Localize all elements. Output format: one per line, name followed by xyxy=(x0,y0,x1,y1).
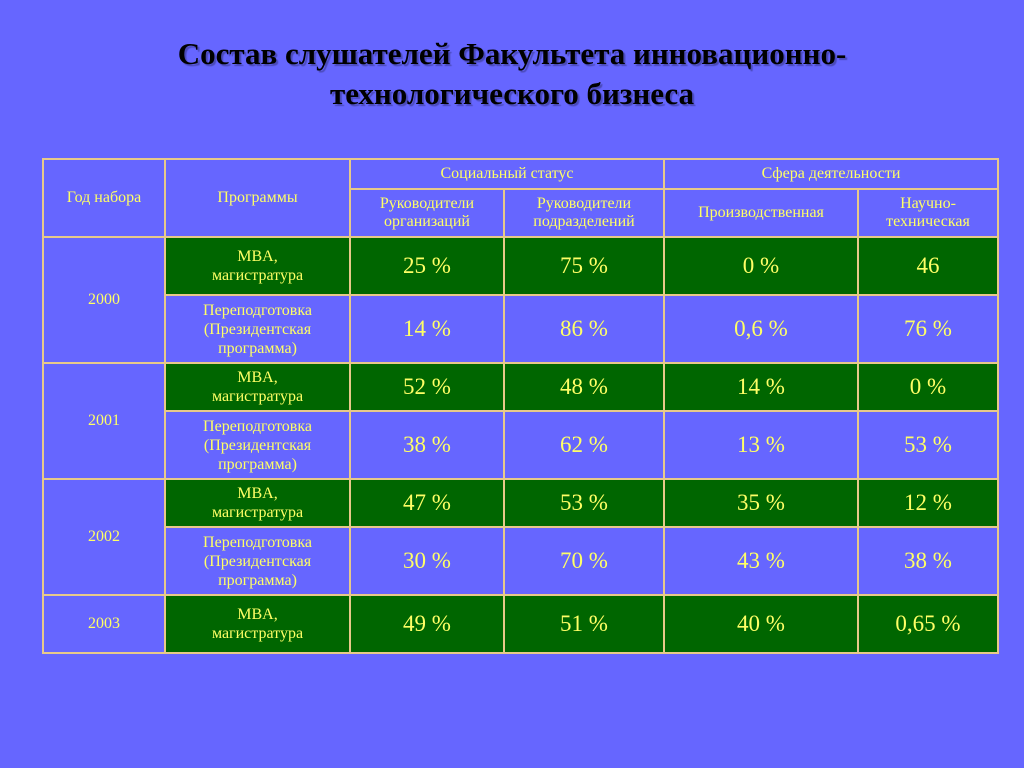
header-heads-dept-line2: подразделений xyxy=(533,213,635,230)
program-cell: Переподготовка (Президентская программа) xyxy=(164,410,351,480)
header-sci-tech-line1: Научно- xyxy=(900,195,956,212)
title-line-2: технологического бизнеса xyxy=(330,76,694,111)
header-heads-org-line2: организаций xyxy=(384,213,470,230)
program-cell: Переподготовка (Президентская программа) xyxy=(164,294,351,364)
table-row: 2002 MBA, магистратура 47 % 53 % 35 % 12… xyxy=(42,478,999,596)
value-cell: 48 % xyxy=(503,362,665,412)
table-row: Переподготовка (Президентская программа)… xyxy=(43,294,999,364)
header-programs: Программы xyxy=(164,158,351,238)
program-line: магистратура xyxy=(211,504,304,521)
program-line: магистратура xyxy=(211,388,304,405)
program-line: программа) xyxy=(218,571,297,589)
header-production: Производственная xyxy=(663,188,859,238)
value-cell: 75 % xyxy=(503,236,665,296)
program-cell: Переподготовка (Президентская программа) xyxy=(164,526,351,596)
header-row-2: Руководители организаций Руководители по… xyxy=(43,188,999,238)
value-cell: 25 % xyxy=(349,236,505,296)
program-line: Переподготовка xyxy=(203,417,312,435)
year-cell: 2002 xyxy=(42,478,166,596)
value-cell: 52 % xyxy=(349,362,505,412)
header-sphere: Сфера деятельности xyxy=(663,158,999,190)
value-cell: 13 % xyxy=(663,410,859,480)
value-cell: 0 % xyxy=(857,362,999,412)
value-cell: 38 % xyxy=(857,526,999,596)
value-cell: 53 % xyxy=(503,478,665,528)
value-cell: 0 % xyxy=(663,236,859,296)
program-line: (Президентская xyxy=(203,436,312,454)
value-cell: 86 % xyxy=(503,294,665,364)
program-line: магистратура xyxy=(211,267,304,284)
program-line: программа) xyxy=(218,455,297,473)
header-social-status: Социальный статус xyxy=(349,158,665,190)
enrollment-table: Год набора Программы Социальный статус С… xyxy=(42,158,999,654)
header-heads-org: Руководители организаций xyxy=(349,188,505,238)
program-line: MBA, xyxy=(237,606,278,623)
value-cell: 53 % xyxy=(857,410,999,480)
program-line: Переподготовка xyxy=(203,533,312,551)
title-line-1: Состав слушателей Факультета инновационн… xyxy=(177,36,847,71)
table-row: Переподготовка (Президентская программа)… xyxy=(43,526,999,596)
year-cell: 2003 xyxy=(42,594,166,654)
header-heads-dept: Руководители подразделений xyxy=(503,188,665,238)
program-line: магистратура xyxy=(211,625,304,642)
program-line: программа) xyxy=(218,339,297,357)
value-cell: 43 % xyxy=(663,526,859,596)
program-cell: MBA, магистратура xyxy=(164,594,351,654)
header-heads-org-line1: Руководители xyxy=(379,195,475,212)
program-line: MBA, xyxy=(237,248,278,265)
header-heads-dept-line1: Руководители xyxy=(536,195,632,212)
value-cell: 49 % xyxy=(349,594,505,654)
value-cell: 51 % xyxy=(503,594,665,654)
program-cell: MBA, магистратура xyxy=(164,362,351,412)
program-line: MBA, xyxy=(237,369,278,386)
value-cell: 38 % xyxy=(349,410,505,480)
table-row: 2001 MBA, магистратура 52 % 48 % 14 % 0 … xyxy=(42,362,999,480)
year-cell: 2000 xyxy=(42,236,166,364)
value-cell: 47 % xyxy=(349,478,505,528)
program-line: (Президентская xyxy=(203,320,312,338)
header-sci-tech-line2: техническая xyxy=(886,213,970,230)
value-cell: 76 % xyxy=(857,294,999,364)
program-cell: MBA, магистратура xyxy=(164,236,351,296)
header-sci-tech: Научно- техническая xyxy=(857,188,999,238)
value-cell: 0,65 % xyxy=(857,594,999,654)
value-cell: 14 % xyxy=(349,294,505,364)
value-cell: 14 % xyxy=(663,362,859,412)
table-row: 2000 MBA, магистратура 25 % 75 % 0 % 46 xyxy=(42,236,999,364)
value-cell: 40 % xyxy=(663,594,859,654)
year-cell: 2001 xyxy=(42,362,166,480)
program-line: MBA, xyxy=(237,485,278,502)
program-line: Переподготовка xyxy=(203,301,312,319)
header-year: Год набора xyxy=(42,158,166,238)
value-cell: 12 % xyxy=(857,478,999,528)
program-cell: MBA, магистратура xyxy=(164,478,351,528)
page-title: Состав слушателей Факультета инновационн… xyxy=(0,34,1024,114)
value-cell: 62 % xyxy=(503,410,665,480)
value-cell: 46 xyxy=(857,236,999,296)
program-line: (Президентская xyxy=(203,552,312,570)
value-cell: 35 % xyxy=(663,478,859,528)
value-cell: 30 % xyxy=(349,526,505,596)
table-row: Переподготовка (Президентская программа)… xyxy=(43,410,999,480)
header-row-1: Год набора Программы Социальный статус С… xyxy=(42,158,999,238)
value-cell: 70 % xyxy=(503,526,665,596)
table-row: 2003 MBA, магистратура 49 % 51 % 40 % 0,… xyxy=(42,594,999,654)
value-cell: 0,6 % xyxy=(663,294,859,364)
